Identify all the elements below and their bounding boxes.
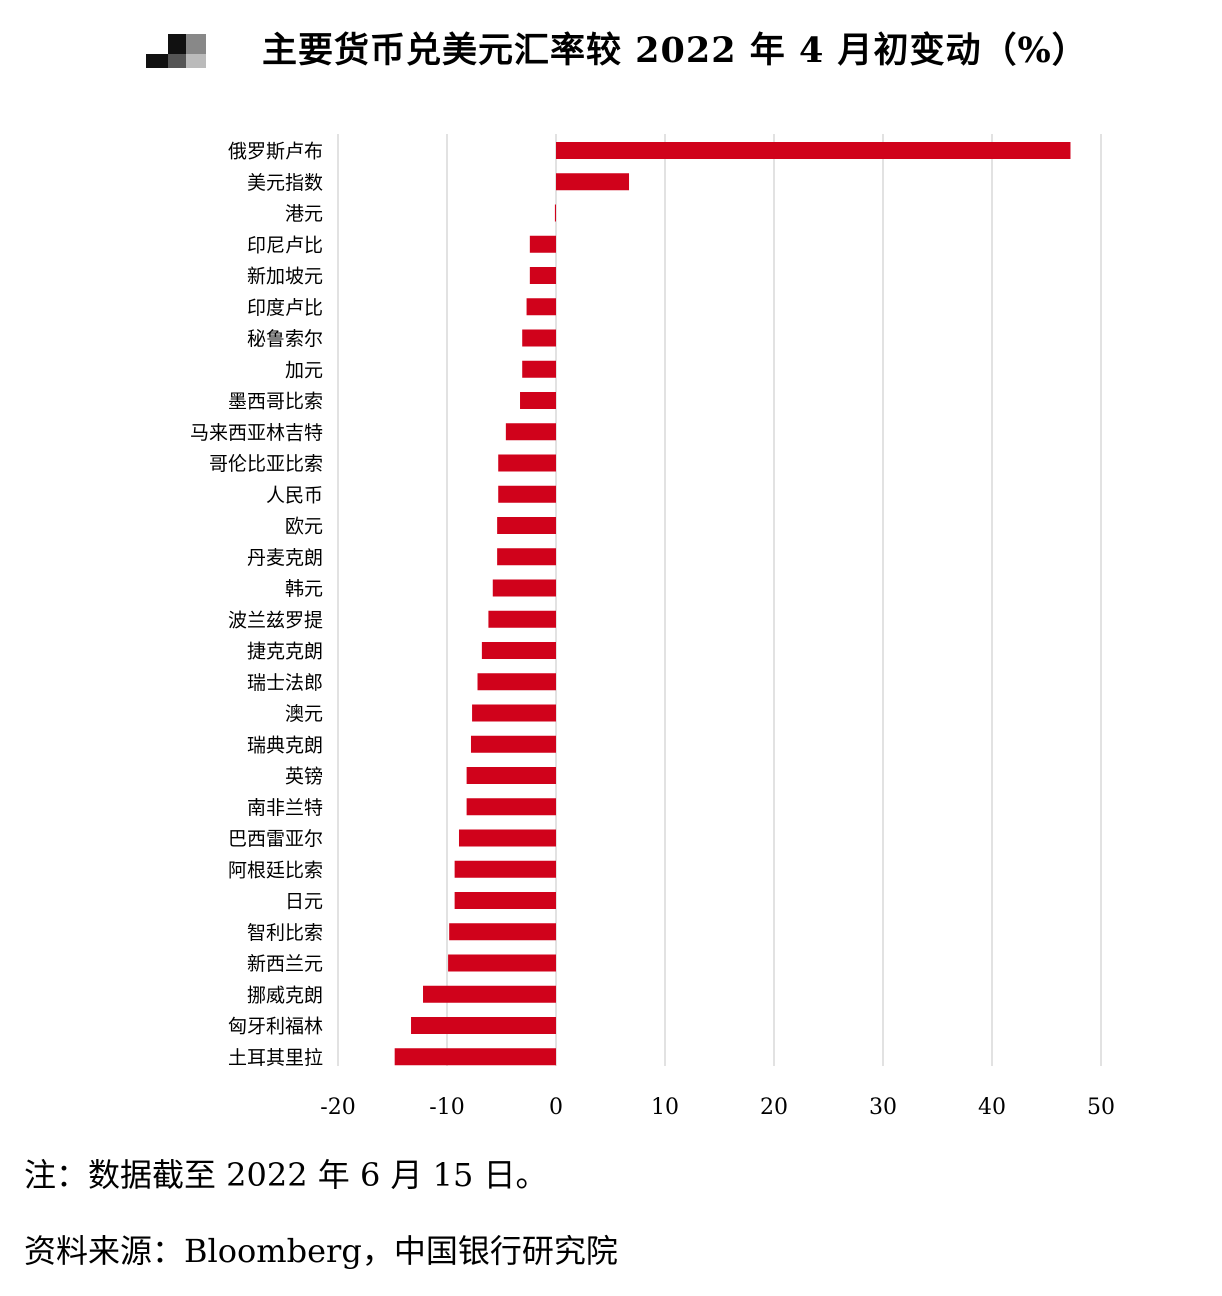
category-label: 新西兰元: [247, 953, 323, 975]
category-label: 阿根廷比索: [228, 859, 323, 881]
x-axis-tick-labels: -20 -10 0 10 20 30 40 50: [320, 1095, 1115, 1120]
category-label: 美元指数: [247, 172, 323, 194]
bar: [522, 329, 556, 347]
category-label: 瑞士法郎: [247, 672, 323, 694]
category-label: 土耳其里拉: [228, 1047, 323, 1069]
x-tick-label: 30: [869, 1095, 897, 1120]
bar: [477, 673, 556, 691]
category-label: 南非兰特: [247, 797, 323, 819]
bar: [554, 204, 556, 222]
page-title: 主要货币兑美元汇率较 2022 年 4 月初变动（%）: [262, 30, 1088, 71]
category-label: 瑞典克朗: [247, 734, 323, 756]
category-label: 巴西雷亚尔: [228, 828, 323, 850]
category-label: 波兰兹罗提: [228, 609, 323, 631]
category-label: 马来西亚林吉特: [190, 422, 323, 444]
category-label: 匈牙利福林: [228, 1016, 323, 1038]
category-label: 英镑: [285, 766, 323, 788]
bar: [498, 454, 556, 472]
bar: [449, 923, 556, 941]
category-label: 智利比索: [247, 922, 323, 944]
logo-icon: [146, 34, 206, 68]
bar: [470, 735, 556, 753]
bar: [498, 485, 556, 503]
bar: [481, 642, 556, 659]
category-label: 印尼卢比: [247, 234, 323, 256]
bar: [454, 860, 556, 878]
category-label: 秘鲁索尔: [247, 328, 323, 350]
x-tick-label: 10: [651, 1095, 679, 1120]
bar: [505, 423, 556, 441]
bar: [522, 360, 556, 378]
bar-chart: 俄罗斯卢布美元指数港元印尼卢比新加坡元印度卢比秘鲁索尔加元墨西哥比索马来西亚林吉…: [190, 134, 1115, 1120]
x-tick-label: -20: [320, 1095, 355, 1120]
bar: [526, 298, 556, 316]
bar: [497, 517, 556, 534]
bar: [458, 829, 556, 847]
bar: [466, 798, 556, 816]
category-label: 挪威克朗: [247, 984, 323, 1006]
category-label: 印度卢比: [247, 297, 323, 319]
category-label: 丹麦克朗: [247, 547, 323, 569]
source-note: 资料来源：Bloomberg，中国银行研究院: [24, 1232, 618, 1270]
category-label: 加元: [285, 359, 323, 381]
bar: [466, 767, 556, 784]
bar: [472, 704, 556, 722]
bar: [394, 1048, 556, 1066]
bar: [529, 235, 556, 253]
x-tick-label: 0: [549, 1095, 563, 1120]
category-label: 哥伦比亚比索: [209, 453, 323, 475]
bar: [556, 173, 630, 191]
bar: [556, 142, 1071, 159]
bar: [520, 392, 556, 409]
x-tick-label: 20: [760, 1095, 788, 1120]
bar: [492, 579, 556, 597]
category-label: 人民币: [266, 484, 323, 506]
bar: [454, 892, 556, 909]
footnote: 注：数据截至 2022 年 6 月 15 日。: [24, 1156, 548, 1194]
category-label: 韩元: [285, 578, 323, 600]
category-label: 捷克克朗: [247, 641, 323, 663]
category-label: 欧元: [285, 516, 323, 538]
x-tick-label: 40: [978, 1095, 1006, 1120]
bar: [497, 548, 556, 566]
bar: [488, 610, 556, 628]
x-tick-label: -10: [429, 1095, 464, 1120]
bars: [394, 142, 1071, 1066]
category-label: 澳元: [285, 703, 323, 725]
category-label: 港元: [285, 203, 323, 225]
bar: [529, 267, 556, 284]
category-label: 新加坡元: [247, 266, 323, 288]
bar: [423, 985, 556, 1003]
grid-lines: [337, 134, 1102, 1066]
category-label: 墨西哥比索: [228, 391, 323, 413]
category-label: 俄罗斯卢布: [228, 141, 323, 163]
category-labels: 俄罗斯卢布美元指数港元印尼卢比新加坡元印度卢比秘鲁索尔加元墨西哥比索马来西亚林吉…: [190, 141, 323, 1069]
bar: [411, 1017, 556, 1034]
x-tick-label: 50: [1087, 1095, 1115, 1120]
bar: [448, 954, 556, 972]
category-label: 日元: [285, 891, 323, 913]
